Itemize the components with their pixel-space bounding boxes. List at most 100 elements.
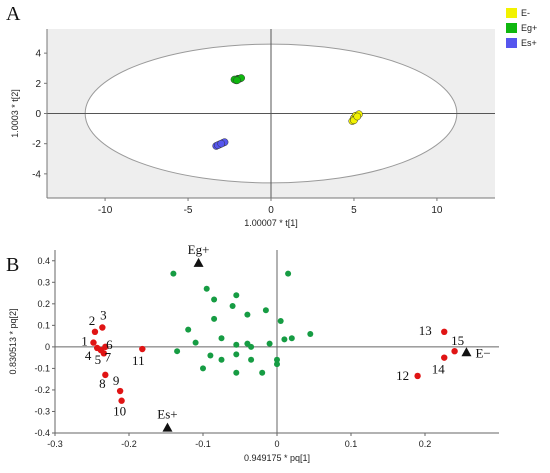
loading-point [211, 315, 218, 322]
loading-point [229, 302, 236, 309]
plot-a-x-tick-label: -5 [184, 205, 193, 216]
plot-a-x-tick-label: 10 [431, 205, 443, 216]
marked-variable-point [451, 347, 458, 355]
loading-point [281, 336, 288, 343]
observation-label: Eg+ [188, 242, 210, 257]
legend-label: E- [521, 8, 530, 18]
loading-point [274, 356, 280, 363]
plot-b-y-tick-label: 0.3 [37, 277, 50, 287]
marked-variable-point [139, 345, 146, 353]
plot-b-y-tick-label: 0.4 [37, 256, 50, 266]
plot-b-x-tick-label: -0.3 [47, 439, 63, 449]
marked-variable-label: 11 [132, 353, 145, 368]
plot-b-y-axis-label: 0.830513 * pq[2] [8, 308, 18, 374]
plot-a-legend: E- Eg+ Es+ [506, 8, 537, 48]
marked-variable-point [99, 324, 106, 331]
plot-b-x-tick-label: -0.1 [195, 439, 211, 449]
marked-variable-label: 4 [85, 348, 92, 363]
legend-swatch [506, 8, 517, 18]
marked-variable-point [102, 343, 109, 351]
loading-point [288, 335, 295, 342]
loading-point [218, 335, 225, 342]
loading-point [244, 311, 251, 318]
loading-point [233, 292, 240, 299]
loading-point [192, 339, 199, 346]
marked-variable-label: 13 [419, 323, 432, 338]
plot-a-y-tick-label: -4 [32, 169, 41, 180]
loading-point [174, 348, 181, 355]
plot-b-y-tick-label: -0.3 [34, 406, 50, 416]
plot-b-y-tick-label: -0.1 [34, 363, 50, 373]
loading-point [185, 326, 192, 333]
observation-marker [461, 347, 472, 357]
loading-point [307, 330, 314, 337]
loading-point [207, 352, 214, 359]
marked-variable-label: 8 [99, 376, 106, 391]
score-point-esplus [217, 139, 226, 148]
marked-variable-point [441, 354, 448, 361]
loading-point [274, 361, 280, 368]
plot-b-y-tick-label: -0.2 [34, 385, 50, 395]
marked-variable-point [441, 328, 448, 336]
plot-b-y-tick-label: 0.1 [37, 320, 50, 330]
legend-swatch [506, 23, 517, 33]
score-point-eminus [353, 112, 362, 121]
marked-variable-point [118, 397, 125, 404]
plot-a-x-axis-label: 1.00007 * t[1] [244, 218, 298, 228]
marked-variable-label: 3 [100, 308, 107, 323]
plot-a-y-tick-label: -2 [32, 139, 41, 150]
marked-variable-point [100, 350, 108, 357]
loading-point [244, 340, 251, 347]
loading-point [170, 270, 177, 277]
loading-point [248, 356, 255, 363]
legend-swatch [506, 38, 517, 48]
loading-point [277, 318, 284, 325]
marked-variable-point [90, 339, 97, 346]
marked-variable-point [102, 371, 109, 379]
marked-variable-point [116, 387, 124, 395]
observation-label: Es+ [157, 407, 177, 422]
panel-b-label: B [6, 254, 19, 276]
score-point-egplus [233, 76, 241, 85]
plot-a-y-tick-label: 0 [35, 109, 41, 120]
observation-label: E− [475, 345, 490, 360]
marked-variable-label: 7 [105, 349, 112, 364]
plot-a-x-tick-label: 0 [268, 205, 274, 216]
legend-label: Eg+ [521, 23, 537, 33]
marked-variable-label: 9 [113, 373, 120, 388]
loading-point [233, 351, 240, 358]
panel-a-label: A [6, 3, 21, 25]
legend-label: Es+ [521, 38, 537, 48]
plot-b-x-tick-label: 0.1 [345, 439, 358, 449]
loading-point [262, 307, 269, 314]
plot-a-y-tick-label: 4 [35, 49, 41, 60]
loading-point [259, 369, 266, 376]
panel-b: B -0.3 -0.2 -0.1 0 0.1 0.2-0.4-0.3-0.2-0.100.… [6, 242, 499, 463]
plot-a-x-tick-label: 5 [351, 205, 357, 216]
marked-variable-label: 6 [106, 337, 113, 352]
panel-a: A -10 -5 0 5 10 -4 -2 0 2 4 1.00007 * t[1] 1.0003… [6, 3, 537, 228]
plot-b-x-axis-label: 0.949175 * pq[1] [244, 453, 310, 463]
loading-point [211, 296, 218, 303]
loading-point [285, 270, 292, 277]
plot-a-x-tick-label: -10 [98, 205, 113, 216]
loading-point [200, 365, 206, 372]
plot-b-y-tick-label: -0.4 [34, 428, 50, 438]
marked-variable-label: 2 [89, 313, 96, 328]
observation-marker [193, 257, 204, 267]
marked-variable-point [414, 372, 421, 380]
observation-marker [162, 422, 173, 432]
plot-a-y-axis-label: 1.0003 * t[2] [10, 89, 20, 138]
loading-point [218, 356, 225, 363]
marked-variable-label: 12 [396, 368, 409, 383]
plot-b-x-tick-label: 0.2 [419, 439, 432, 449]
marked-variable-label: 15 [451, 333, 464, 348]
marked-variable-point [91, 328, 99, 336]
plot-b-y-tick-label: 0.2 [37, 299, 50, 309]
marked-variable-label: 1 [81, 334, 88, 349]
marked-variable-label: 14 [432, 362, 446, 377]
loading-point [266, 340, 273, 347]
plot-b-y-tick-label: 0 [45, 342, 50, 352]
plot-a-y-tick-label: 2 [35, 79, 41, 90]
